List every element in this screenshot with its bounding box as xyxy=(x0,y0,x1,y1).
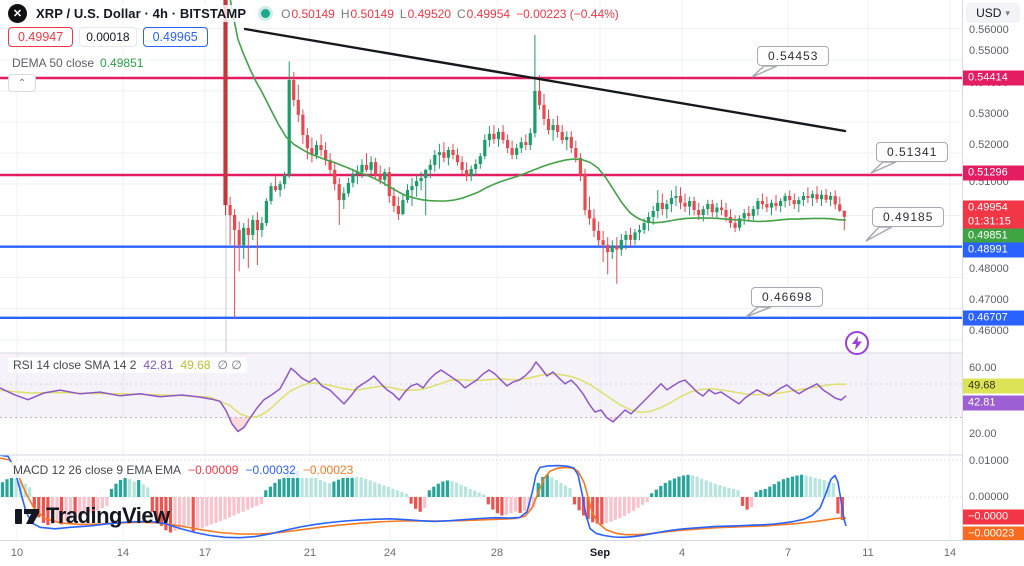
price-axis-tick: 0.47000 xyxy=(969,294,1009,306)
price-callout-label[interactable]: 0.54453 xyxy=(757,46,830,66)
tradingview-logo-icon xyxy=(15,509,39,524)
ohlc-legend: O0.50149 H0.50149 L0.49520 C0.49954 −0.0… xyxy=(277,5,623,22)
price-axis-tick: 0.48000 xyxy=(969,263,1009,275)
dema-legend[interactable]: DEMA 50 close 0.49851 xyxy=(8,55,148,71)
close-label: C xyxy=(457,6,466,21)
price-axis-tick: 0.52000 xyxy=(969,139,1009,151)
time-axis-tick: 17 xyxy=(198,547,212,559)
spread-value: 0.00018 xyxy=(79,27,137,47)
macd-line-value: −0.00032 xyxy=(245,463,296,477)
low-value: 0.49520 xyxy=(407,6,451,21)
time-axis-tick: 11 xyxy=(862,547,874,559)
rsi-value: 42.81 xyxy=(143,358,174,372)
price-axis-label-chip: 0.54414 xyxy=(963,70,1024,86)
price-axis-label-chip: 42.81 xyxy=(963,395,1024,411)
price-axis-label-chip: −0.0000 xyxy=(963,509,1024,525)
change-value: −0.00223 (−0.44%) xyxy=(516,6,619,21)
collapse-chevron-button[interactable]: ⌃ xyxy=(8,74,36,92)
time-axis-tick: Sep xyxy=(589,547,611,559)
price-callout-label[interactable]: 0.46698 xyxy=(751,287,824,307)
chart-canvas[interactable] xyxy=(0,0,962,540)
dema-legend-value: 0.49851 xyxy=(100,56,144,70)
currency-label: USD xyxy=(976,6,1002,20)
price-axis-label-chip: −0.00023 xyxy=(963,526,1024,542)
price-axis-label-chip: 0.48991 xyxy=(963,242,1024,258)
market-open-dot-icon xyxy=(261,9,271,18)
symbol-header: ✕ XRP / U.S. Dollar · 4h · BITSTAMP O0.5… xyxy=(8,4,623,23)
dema-legend-title: DEMA 50 close xyxy=(12,56,95,70)
close-value: 0.49954 xyxy=(466,6,511,21)
macd-legend-title: MACD 12 26 close 9 EMA EMA xyxy=(13,463,182,477)
low-label: L xyxy=(399,6,407,21)
price-axis-tick: 0.00000 xyxy=(969,491,1009,503)
macd-legend[interactable]: MACD 12 26 close 9 EMA EMA −0.00009 −0.0… xyxy=(8,462,359,478)
time-axis-tick: 24 xyxy=(383,547,397,559)
bid-ask-row: 0.49947 0.00018 0.49965 xyxy=(8,27,208,47)
price-axis-label-chip: 01:31:15 xyxy=(963,214,1024,230)
rsi-sma-value: 49.68 xyxy=(180,358,211,372)
price-axis-label-chip: 0.46707 xyxy=(963,310,1024,326)
price-callout-label[interactable]: 0.51341 xyxy=(876,142,949,162)
macd-hist-value: −0.00009 xyxy=(188,463,239,477)
time-axis-tick: 14 xyxy=(116,547,130,559)
price-axis-tick: 0.55000 xyxy=(969,45,1009,57)
time-axis-tick: 21 xyxy=(303,547,317,559)
time-axis[interactable]: 10 14 17 21 24 28 Sep 4 7 11 14 xyxy=(0,540,1024,566)
symbol-title[interactable]: XRP / U.S. Dollar · 4h · BITSTAMP xyxy=(34,5,249,22)
sell-button[interactable]: 0.49947 xyxy=(8,27,74,47)
rsi-extra-values: ∅ ∅ xyxy=(217,358,242,372)
high-label: H xyxy=(340,6,350,21)
price-axis-label-chip: 0.51296 xyxy=(963,165,1024,181)
open-value: 0.50149 xyxy=(291,6,335,21)
time-axis-tick: 7 xyxy=(784,547,792,559)
time-axis-tick: 4 xyxy=(678,547,686,559)
price-axis-tick: 0.46000 xyxy=(969,325,1009,337)
rsi-legend[interactable]: RSI 14 close SMA 14 2 42.81 49.68 ∅ ∅ xyxy=(8,357,247,373)
chevron-down-icon: ▾ xyxy=(1005,7,1010,18)
price-axis-label-chip: 49.68 xyxy=(963,378,1024,394)
time-axis-tick: 14 xyxy=(943,547,957,559)
price-axis-tick: 0.01000 xyxy=(969,455,1009,467)
price-axis-tick: 0.56000 xyxy=(969,24,1009,36)
lightning-icon xyxy=(852,336,862,350)
macd-signal-value: −0.00023 xyxy=(302,463,354,477)
price-axis-label-chip: 0.49851 xyxy=(963,228,1024,244)
currency-selector-button[interactable]: USD ▾ xyxy=(966,3,1020,23)
open-label: O xyxy=(281,6,291,21)
lightning-button[interactable] xyxy=(845,331,869,355)
buy-button[interactable]: 0.49965 xyxy=(142,27,208,47)
price-axis[interactable]: 0.560000.550000.540000.530000.520000.510… xyxy=(962,0,1024,542)
price-axis-tick: 20.00 xyxy=(969,428,997,440)
rsi-legend-title: RSI 14 close SMA 14 2 xyxy=(13,358,137,372)
time-axis-tick: 28 xyxy=(490,547,504,559)
price-callout-label[interactable]: 0.49185 xyxy=(872,207,945,227)
price-axis-tick: 0.53000 xyxy=(969,108,1009,120)
high-value: 0.50149 xyxy=(350,6,394,21)
watermark-text: TradingView xyxy=(46,503,170,528)
xrp-logo-icon: ✕ xyxy=(8,4,27,23)
tradingview-watermark: TradingView xyxy=(14,503,170,529)
price-axis-label-chip: 0.49954 xyxy=(963,200,1024,216)
price-axis-tick: 60.00 xyxy=(969,362,997,374)
time-axis-tick: 10 xyxy=(10,547,24,559)
